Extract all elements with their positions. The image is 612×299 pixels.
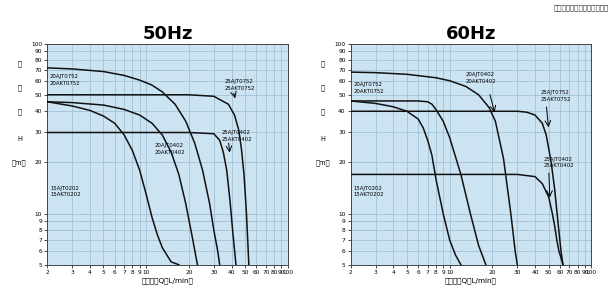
Text: 25AJT0752
25AKT0752: 25AJT0752 25AKT0752 [541,91,571,102]
Text: 全: 全 [17,60,21,67]
Text: 揚: 揚 [321,85,325,91]
Text: 清水・常温時の性能を示す。: 清水・常温時の性能を示す。 [554,4,609,11]
Text: 揚: 揚 [17,85,21,91]
Text: 25AJT0402
25AKT0402: 25AJT0402 25AKT0402 [222,130,252,142]
X-axis label: 吐出し量Q（L/min）: 吐出し量Q（L/min） [141,277,193,284]
Title: 50Hz: 50Hz [142,25,193,43]
Text: 20AJT0752
20AKT0752: 20AJT0752 20AKT0752 [50,74,81,86]
Text: 15AJT0202
15AKT0202: 15AJT0202 15AKT0202 [50,186,81,197]
Title: 60Hz: 60Hz [446,25,496,43]
Text: 程: 程 [17,109,21,115]
Text: H: H [17,136,22,142]
Text: 25AJT0752
25AKT0752: 25AJT0752 25AKT0752 [225,79,255,91]
Text: （m）: （m） [12,160,26,166]
Text: 25AJT0402
25AKT0402: 25AJT0402 25AKT0402 [543,157,574,168]
Text: 20AJT0402
20AKT0402: 20AJT0402 20AKT0402 [155,143,185,155]
Text: 程: 程 [321,109,325,115]
X-axis label: 吐出し量Q（L/min）: 吐出し量Q（L/min） [445,277,497,284]
Text: 15AJT0202
15AKT0202: 15AJT0202 15AKT0202 [354,186,384,197]
Text: H: H [321,136,325,142]
Text: 20AJT0752
20AKT0752: 20AJT0752 20AKT0752 [354,82,384,94]
Text: 全: 全 [321,60,325,67]
Text: 20AJT0402
20AKT0402: 20AJT0402 20AKT0402 [466,72,496,83]
Text: （m）: （m） [316,160,330,166]
